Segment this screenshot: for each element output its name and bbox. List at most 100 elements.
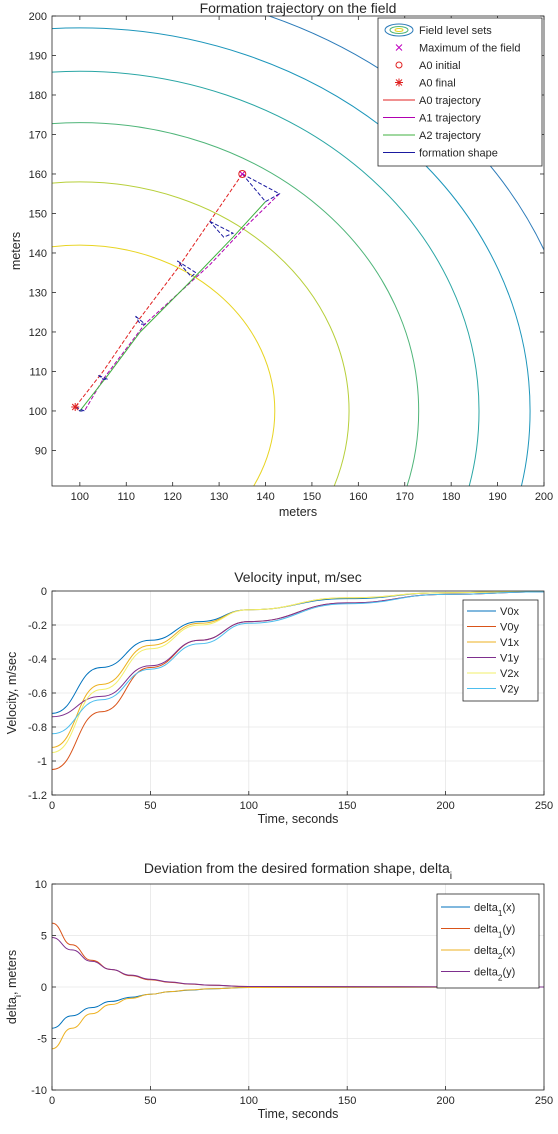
velocity-x-tick-label: 50 bbox=[144, 800, 156, 812]
legend-label: Maximum of the field bbox=[419, 43, 520, 55]
deviation-x-tick-label: 100 bbox=[240, 1095, 258, 1107]
velocity-y-tick-label: -0.6 bbox=[28, 688, 47, 700]
velocity-title: Velocity input, m/sec bbox=[234, 569, 362, 585]
velocity-series-6 bbox=[52, 591, 544, 735]
trajectory-x-tick-label: 190 bbox=[488, 491, 506, 503]
velocity-legend-entry: V0x bbox=[467, 606, 519, 618]
deviation-legend-name: delta bbox=[474, 924, 499, 936]
field-level-set-3 bbox=[52, 122, 420, 486]
velocity-x-tick-label: 100 bbox=[240, 800, 258, 812]
velocity-legend-label: V2y bbox=[500, 684, 519, 696]
deviation-legend-label: delta2(x) bbox=[474, 945, 515, 961]
deviation-y-label-subscript: i bbox=[13, 995, 23, 997]
legend-label: A1 trajectory bbox=[419, 113, 481, 125]
formation-shape-5 bbox=[98, 374, 108, 380]
deviation-plot-area bbox=[52, 922, 544, 1050]
trajectory-y-tick-label: 190 bbox=[29, 50, 47, 62]
trajectory-a0 bbox=[74, 173, 243, 408]
legend-entry-a2-trajectory: A2 trajectory bbox=[383, 130, 481, 142]
legend-star-marker bbox=[395, 78, 403, 87]
deviation-y-label-text: delta bbox=[5, 997, 19, 1024]
deviation-legend-suffix: (y) bbox=[502, 924, 515, 936]
deviation-legend-label: delta1(y) bbox=[474, 924, 515, 940]
legend-label: formation shape bbox=[419, 148, 498, 160]
deviation-title-text: Deviation from the desired formation sha… bbox=[144, 860, 450, 876]
formation-shape-1 bbox=[241, 173, 281, 203]
deviation-legend-box bbox=[436, 893, 540, 989]
velocity-legend-entry: V0y bbox=[467, 622, 519, 634]
trajectory-x-tick-label: 200 bbox=[535, 491, 553, 503]
deviation-y-tick-label: 0 bbox=[41, 982, 47, 994]
trajectory-y-tick-label: 140 bbox=[29, 248, 47, 260]
velocity-legend-label: V1y bbox=[500, 653, 519, 665]
deviation-x-tick-label: 150 bbox=[338, 1095, 356, 1107]
legend-entry-formation-shape: formation shape bbox=[383, 148, 498, 160]
velocity-y-tick-label: -1 bbox=[37, 756, 47, 768]
trajectory-y-tick-label: 100 bbox=[29, 406, 47, 418]
trajectory-axes-box bbox=[51, 15, 545, 487]
a0-initial-marker bbox=[238, 169, 247, 178]
deviation-y-label-suffix: , meters bbox=[5, 950, 19, 995]
trajectory-legend: Field level sets Maximum of the field A0 i… bbox=[377, 17, 543, 167]
velocity-x-axis-label: Time, seconds bbox=[258, 812, 339, 826]
legend-entry-a1-trajectory: A1 trajectory bbox=[383, 113, 481, 125]
trajectory-y-tick-label: 200 bbox=[29, 11, 47, 23]
deviation-x-tick-label: 200 bbox=[436, 1095, 454, 1107]
legend-contour-middle bbox=[389, 26, 409, 34]
deviation-legend-entry: delta1(y) bbox=[441, 924, 515, 940]
trajectory-x-tick-label: 180 bbox=[442, 491, 460, 503]
velocity-legend-label: V2x bbox=[500, 668, 519, 680]
trajectory-y-tick-label: 170 bbox=[29, 129, 47, 141]
deviation-legend-label: delta2(y) bbox=[474, 967, 515, 983]
trajectory-y-tick-label: 180 bbox=[29, 90, 47, 102]
trajectory-x-tick-label: 120 bbox=[163, 491, 181, 503]
trajectory-y-axis-label: meters bbox=[9, 232, 23, 270]
legend-circle-marker bbox=[395, 61, 403, 69]
trajectory-legend-box bbox=[377, 17, 543, 167]
velocity-x-tick-label: 200 bbox=[436, 800, 454, 812]
deviation-series-4 bbox=[52, 937, 544, 988]
trajectory-plot-area bbox=[52, 16, 544, 486]
velocity-series-5 bbox=[52, 591, 544, 753]
trajectory-y-tick-label: 130 bbox=[29, 287, 47, 299]
legend-contour-outer bbox=[384, 23, 414, 37]
formation-shape-4 bbox=[135, 315, 147, 325]
velocity-legend-entry: V1x bbox=[467, 637, 519, 649]
velocity-chart: 0 50 100 150 200 250 -1.2 -1 -0.8 -0.6 -0.4 -0.2 0 Ti… bbox=[5, 569, 553, 826]
deviation-legend-name: delta bbox=[474, 902, 499, 914]
deviation-legend-subscript: 1 bbox=[498, 909, 503, 918]
deviation-x-tick-label: 250 bbox=[535, 1095, 553, 1107]
formation-shape-2 bbox=[209, 220, 235, 238]
deviation-title: Deviation from the desired formation sha… bbox=[144, 860, 452, 882]
velocity-legend-entry: V2x bbox=[467, 668, 519, 680]
trajectory-x-tick-label: 100 bbox=[71, 491, 89, 503]
deviation-y-tick-label: -5 bbox=[37, 1034, 47, 1046]
legend-entry-maximum-of-the-field: Maximum of the field bbox=[395, 43, 520, 55]
velocity-legend-box bbox=[462, 599, 539, 702]
velocity-x-tick-label: 0 bbox=[49, 800, 55, 812]
trajectory-a2 bbox=[79, 201, 266, 412]
trajectory-title: Formation trajectory on the field bbox=[200, 0, 397, 16]
trajectory-y-tick-label: 90 bbox=[35, 445, 47, 457]
deviation-y-axis-label: deltai, meters bbox=[5, 950, 23, 1024]
deviation-legend-entry: delta1(x) bbox=[441, 902, 515, 918]
legend-label: A2 trajectory bbox=[419, 130, 481, 142]
legend-label: A0 final bbox=[419, 78, 456, 90]
velocity-y-axis-label: Velocity, m/sec bbox=[5, 652, 19, 734]
trajectory-a1 bbox=[84, 193, 280, 412]
legend-x-marker bbox=[395, 44, 403, 51]
field-level-set-1 bbox=[52, 244, 276, 486]
deviation-legend-entry: delta2(x) bbox=[441, 945, 515, 961]
deviation-chart: 0 50 100 150 200 250 -10 -5 0 5 10 Time, seconds del… bbox=[5, 860, 553, 1121]
deviation-title-subscript: i bbox=[450, 870, 452, 882]
legend-entry-a0-final: A0 final bbox=[395, 78, 456, 90]
velocity-y-tick-label: -0.2 bbox=[28, 620, 47, 632]
deviation-legend-name: delta bbox=[474, 967, 499, 979]
deviation-legend-subscript: 1 bbox=[498, 930, 503, 939]
deviation-y-tick-label: -10 bbox=[31, 1085, 47, 1097]
legend-label: A0 initial bbox=[419, 60, 461, 72]
trajectory-x-tick-label: 170 bbox=[396, 491, 414, 503]
velocity-legend-entry: V2y bbox=[467, 684, 519, 696]
velocity-legend-label: V0x bbox=[500, 606, 519, 618]
